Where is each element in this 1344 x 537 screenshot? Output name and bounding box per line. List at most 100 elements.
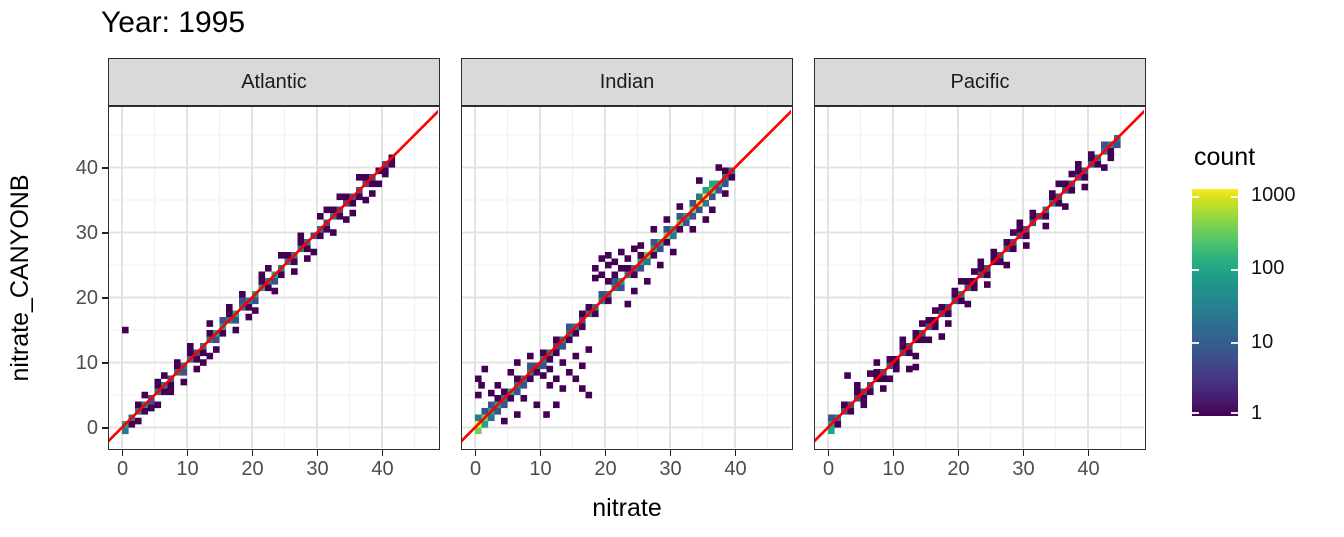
x-tick-label: 20 bbox=[947, 458, 970, 480]
bin-cell bbox=[540, 372, 547, 379]
bin-cell bbox=[533, 369, 541, 376]
bin-cell bbox=[382, 170, 389, 178]
bin-cell bbox=[245, 313, 253, 321]
bin-cell bbox=[912, 330, 920, 337]
bin-cell bbox=[964, 300, 972, 308]
bin-cell bbox=[161, 372, 168, 379]
bin-cell bbox=[291, 268, 298, 275]
bin-cell bbox=[514, 411, 521, 418]
bin-cell bbox=[689, 200, 697, 207]
bin-cell bbox=[1049, 190, 1056, 197]
y-tick-label: 20 bbox=[75, 287, 98, 309]
bin-cell bbox=[592, 310, 599, 318]
bin-cell bbox=[860, 395, 868, 402]
bin-cell bbox=[572, 375, 580, 383]
legend-tick-mark bbox=[1231, 195, 1238, 198]
identity-line bbox=[109, 109, 438, 443]
bin-cell bbox=[899, 336, 907, 344]
bin-cell bbox=[977, 258, 985, 266]
bin-cell bbox=[566, 323, 573, 331]
bin-cell bbox=[540, 362, 547, 370]
bin-cell bbox=[167, 388, 175, 396]
bin-cell bbox=[938, 333, 946, 340]
bin-cell bbox=[1010, 245, 1017, 253]
bin-cell bbox=[559, 343, 567, 350]
y-axis-tick bbox=[102, 232, 108, 234]
bin-cell bbox=[527, 375, 534, 383]
bin-cell bbox=[709, 193, 716, 201]
x-axis-tick bbox=[957, 450, 960, 456]
bin-cell bbox=[637, 242, 645, 249]
bin-cell bbox=[330, 206, 337, 214]
bin-cell bbox=[728, 174, 736, 181]
bin-cell bbox=[631, 287, 638, 295]
bin-cell bbox=[343, 216, 350, 223]
bin-cell bbox=[475, 375, 482, 383]
plot-title: Year: 1995 bbox=[101, 6, 246, 39]
bin-cell bbox=[579, 323, 586, 331]
bin-cell bbox=[886, 375, 894, 383]
x-tick-label: 30 bbox=[306, 458, 329, 480]
legend-tick-label: 1 bbox=[1251, 402, 1263, 424]
bin-cell bbox=[546, 365, 554, 373]
bin-cell bbox=[546, 356, 554, 363]
y-axis-title: nitrate_CANYONB bbox=[6, 174, 34, 382]
bin-cell bbox=[507, 369, 515, 376]
y-tick-label: 30 bbox=[75, 222, 98, 244]
bin-cell bbox=[585, 391, 593, 399]
bin-cell bbox=[696, 177, 703, 184]
bin-cell bbox=[958, 297, 965, 305]
bin-cell bbox=[553, 349, 560, 357]
bin-cell bbox=[847, 408, 855, 415]
facet-strip-atlantic: Atlantic bbox=[108, 58, 440, 106]
y-axis-tick bbox=[102, 167, 108, 169]
bin-cell bbox=[488, 414, 495, 422]
bin-cell bbox=[1010, 229, 1017, 236]
x-axis-tick bbox=[827, 450, 830, 456]
bin-cell bbox=[644, 278, 651, 285]
bin-cell bbox=[715, 164, 723, 171]
bin-cell bbox=[1075, 167, 1082, 175]
panel-pacific bbox=[814, 106, 1146, 450]
bin-cell bbox=[990, 248, 998, 256]
bin-cell bbox=[844, 372, 851, 379]
bin-cell bbox=[592, 274, 599, 282]
legend-tick-label: 100 bbox=[1251, 257, 1285, 279]
bin-cell bbox=[702, 187, 710, 194]
facet-strip-pacific: Pacific bbox=[814, 58, 1146, 106]
facet-strip-label: Atlantic bbox=[241, 70, 307, 93]
bin-cell bbox=[154, 401, 162, 409]
bin-cell bbox=[828, 427, 835, 435]
bin-cell bbox=[997, 258, 1004, 266]
bin-cell bbox=[873, 359, 881, 366]
bin-cell bbox=[520, 395, 528, 402]
bin-cell bbox=[128, 421, 136, 428]
bin-cell bbox=[304, 245, 311, 253]
bin-cell bbox=[702, 216, 710, 223]
bin-cell bbox=[880, 385, 887, 392]
y-axis-tick bbox=[102, 297, 108, 299]
bin-cell bbox=[1016, 219, 1024, 227]
bin-cell bbox=[148, 404, 155, 412]
bin-cell bbox=[579, 385, 586, 392]
bin-cell bbox=[180, 369, 188, 376]
bin-cell bbox=[592, 265, 599, 272]
bin-cell bbox=[899, 343, 907, 350]
bin-cell bbox=[932, 307, 939, 314]
bin-cell bbox=[971, 284, 978, 292]
bin-cell bbox=[180, 378, 188, 386]
bin-cell bbox=[598, 291, 606, 298]
bin-cell bbox=[579, 310, 586, 318]
bin-cell bbox=[336, 193, 344, 201]
bin-cell bbox=[252, 307, 259, 314]
bin-cell bbox=[637, 252, 645, 259]
x-tick-label: 40 bbox=[724, 458, 747, 480]
panel-canvas-atlantic bbox=[109, 107, 438, 448]
bin-cell bbox=[317, 232, 324, 240]
bin-cell bbox=[507, 395, 515, 402]
bin-cell bbox=[834, 421, 842, 428]
panel-canvas-indian bbox=[462, 107, 791, 448]
bin-cell bbox=[605, 297, 612, 305]
bin-cell bbox=[494, 408, 502, 415]
bin-cell bbox=[501, 417, 508, 425]
